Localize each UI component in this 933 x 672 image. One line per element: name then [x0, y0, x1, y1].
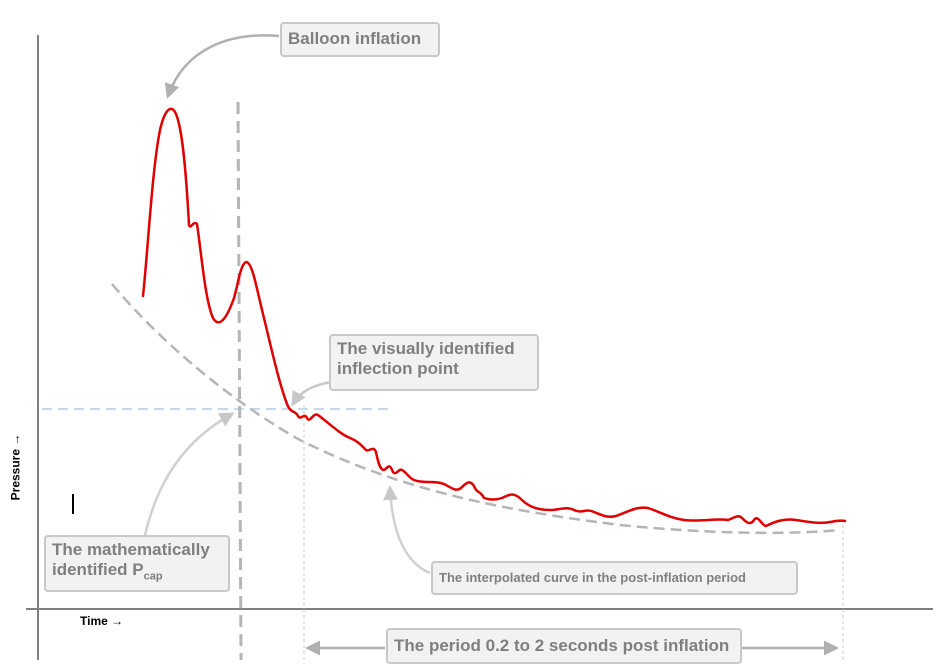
- pressure-curve: [141, 107, 847, 528]
- balloon-inflation-text: Balloon inflation: [288, 29, 422, 48]
- interpolated-arrow: [383, 485, 431, 575]
- pcap-vertical-guide: [236, 101, 243, 661]
- pcap-subscript: cap: [143, 569, 163, 582]
- balloon-arrow: [164, 34, 280, 99]
- inflection-arrow: [291, 380, 333, 407]
- inflection-line2: inflection point: [337, 358, 459, 378]
- interpolated-curve: [111, 283, 841, 535]
- pcap-line2-main: identified P: [52, 559, 144, 579]
- period-callout: The period 0.2 to 2 seconds post inflati…: [386, 628, 742, 664]
- y-axis-label-text: Pressure: [8, 448, 23, 501]
- interpolated-curve-text: The interpolated curve in the post-infla…: [439, 570, 746, 585]
- inflection-point-callout: The visually identified inflection point: [329, 334, 539, 391]
- x-axis-label: Time →: [80, 614, 123, 628]
- pcap-arrow: [143, 412, 235, 536]
- pcap-callout: The mathematically identified Pcap: [44, 535, 230, 592]
- inflection-line1: The visually identified: [337, 339, 515, 358]
- x-axis-label-text: Time: [80, 614, 108, 628]
- pcap-line1: The mathematically: [52, 540, 210, 559]
- period-text: The period 0.2 to 2 seconds post inflati…: [394, 636, 730, 655]
- pcap-line2: identified Pcap: [52, 560, 222, 583]
- interpolated-curve-callout: The interpolated curve in the post-infla…: [431, 561, 798, 595]
- y-axis-arrow-icon: →: [8, 433, 23, 446]
- balloon-inflation-callout: Balloon inflation: [280, 22, 440, 57]
- y-axis-label: Pressure →: [8, 434, 22, 501]
- x-axis-arrow-icon: →: [111, 614, 124, 628]
